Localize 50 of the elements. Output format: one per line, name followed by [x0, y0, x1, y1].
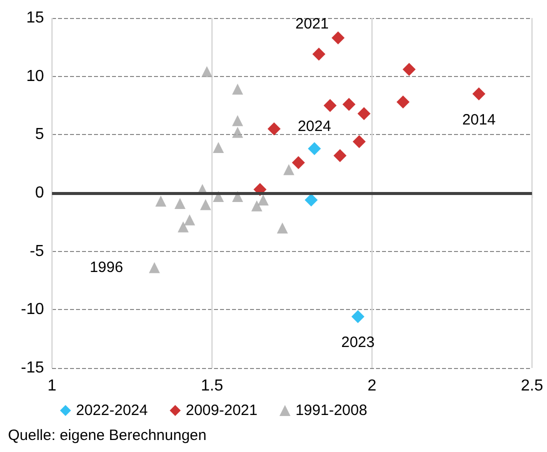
- point: [232, 115, 244, 126]
- point: [148, 262, 160, 274]
- point: [358, 107, 370, 120]
- point: [342, 98, 356, 111]
- point: [276, 222, 288, 234]
- x-tick-label: 2: [368, 378, 377, 394]
- legend-label: 2009-2021: [186, 402, 258, 419]
- point: [201, 66, 212, 78]
- point: [352, 135, 366, 148]
- point: [472, 87, 486, 100]
- point: [200, 199, 212, 210]
- source-note: Quelle: eigene Berechnungen: [8, 427, 206, 444]
- y-tick-label: 5: [35, 126, 44, 144]
- point: [402, 62, 416, 76]
- point: [232, 126, 244, 138]
- y-tick-label: -10: [20, 301, 44, 318]
- point: [232, 84, 244, 95]
- point: [268, 122, 281, 136]
- annotation: 2024: [298, 118, 332, 136]
- point: [155, 196, 166, 207]
- point: [258, 194, 269, 206]
- point: [308, 142, 321, 156]
- point: [324, 99, 337, 112]
- point: [396, 96, 410, 108]
- x-tick-label: 1: [48, 378, 57, 394]
- point: [312, 48, 326, 61]
- y-tick-label: 0: [35, 184, 44, 202]
- point: [212, 142, 224, 153]
- x-tick-label: 2.5: [520, 378, 544, 394]
- y-tick-label: -15: [20, 360, 44, 376]
- y-tick-label: 15: [26, 10, 44, 26]
- x-tick-label: 1.5: [200, 378, 224, 394]
- legend-label: 2022-2024: [76, 402, 148, 419]
- point: [292, 156, 305, 170]
- point: [184, 214, 196, 226]
- point: [304, 194, 318, 206]
- point: [251, 200, 262, 212]
- point: [334, 149, 346, 162]
- point: [283, 164, 294, 176]
- point: [332, 31, 345, 44]
- y-tick-label: -5: [30, 242, 44, 260]
- point: [178, 221, 189, 232]
- annotation: 2021: [295, 15, 329, 32]
- y-tick-label: 10: [26, 68, 44, 85]
- legend-label: 1991-2008: [295, 402, 368, 419]
- point: [174, 198, 186, 209]
- annotation: 2014: [462, 111, 496, 128]
- point: [351, 310, 364, 324]
- annotation: 2023: [341, 334, 375, 352]
- annotation: 1996: [90, 259, 124, 276]
